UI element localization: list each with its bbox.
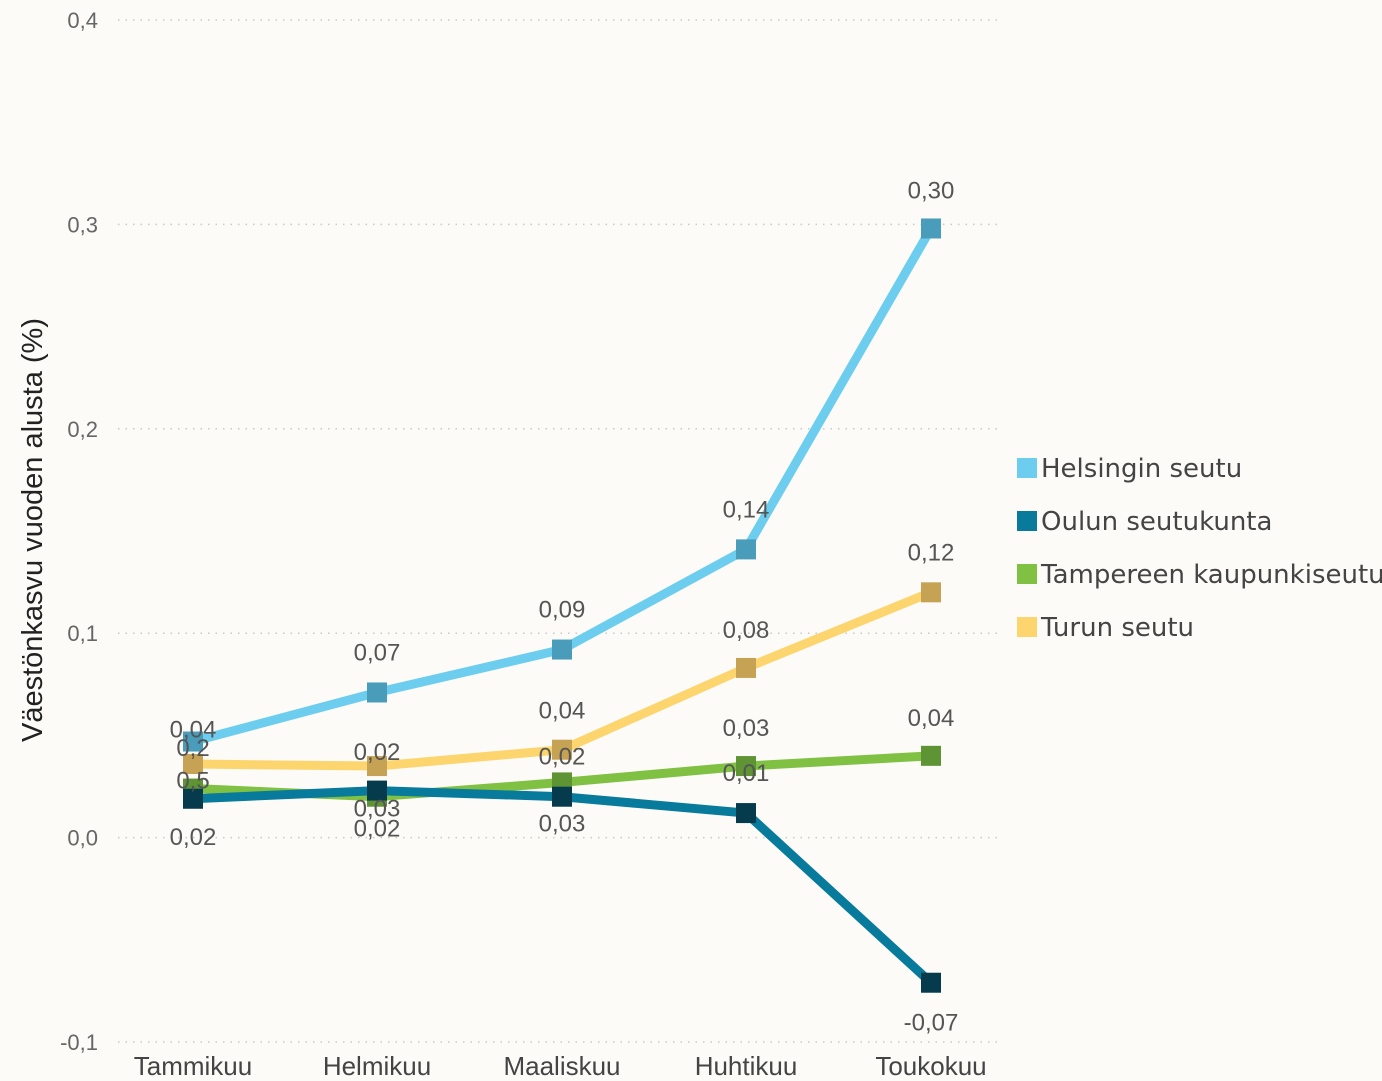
y-tick-label: 0,4	[67, 8, 98, 33]
data-label: 0,02	[170, 824, 217, 851]
y-tick-label: -0,1	[60, 1030, 98, 1055]
data-point-marker	[552, 739, 572, 760]
legend-entry-label: Tampereen kaupunkiseutu	[1040, 560, 1382, 590]
series-markers	[183, 218, 941, 993]
data-point-marker	[367, 756, 387, 777]
y-tick-label: 0,0	[67, 826, 98, 851]
legend-swatch	[1017, 564, 1037, 584]
legend-swatch	[1017, 511, 1037, 531]
data-point-marker	[367, 682, 387, 703]
x-tick-label: Toukokuu	[875, 1051, 986, 1081]
legend-swatch	[1017, 617, 1037, 637]
data-point-marker	[183, 731, 203, 752]
series-line	[191, 226, 935, 746]
data-label: 0,03	[723, 715, 770, 742]
y-axis-ticks: -0,1 0,0 0,1 0,2 0,3 0,4	[60, 8, 98, 1055]
data-label: 0,30	[908, 177, 955, 204]
x-axis-ticks: Tammikuu Helmikuu Maaliskuu Huhtikuu Toukoku…	[134, 1051, 987, 1081]
data-label: 0,04	[539, 698, 586, 725]
legend-entry-label: Turun seutu	[1040, 613, 1194, 643]
data-label: 0,01	[723, 760, 770, 787]
x-tick-label: Helmikuu	[323, 1051, 431, 1081]
x-tick-label: Tammikuu	[134, 1051, 252, 1081]
data-point-marker	[736, 756, 756, 777]
data-point-marker	[552, 786, 572, 807]
data-label: 0,03	[354, 796, 401, 823]
data-point-marker	[736, 657, 756, 678]
data-point-marker	[736, 539, 756, 560]
y-axis-label: Väestönkasvu vuoden alusta (%)	[17, 318, 49, 742]
data-label: 0,5	[176, 768, 209, 795]
data-point-marker	[921, 745, 941, 766]
data-point-marker	[367, 780, 387, 801]
data-point-marker	[921, 218, 941, 239]
data-label: 0,02	[539, 743, 586, 770]
data-point-marker	[183, 754, 203, 775]
legend-entry-label: Helsingin seutu	[1041, 454, 1242, 484]
data-label: 0,12	[908, 539, 955, 566]
data-point-marker	[921, 582, 941, 603]
y-tick-label: 0,3	[67, 212, 98, 237]
y-tick-label: 0,2	[67, 417, 98, 442]
data-point-marker	[921, 972, 941, 993]
data-point-marker	[183, 788, 203, 809]
data-label: -0,07	[904, 1010, 959, 1037]
legend-entry-label: Oulun seutukunta	[1041, 507, 1272, 537]
gridlines	[118, 19, 1000, 1043]
data-labels: 0,040,070,090,140,300,02 0,02 0,030,01-0,0…	[170, 177, 959, 1036]
legend-swatch	[1017, 458, 1037, 478]
data-label: 0,14	[723, 496, 770, 523]
y-tick-label: 0,1	[67, 621, 98, 646]
data-label: 0,02	[354, 816, 401, 843]
data-point-marker	[552, 639, 572, 660]
x-tick-label: Huhtikuu	[695, 1051, 798, 1081]
data-label: 0,04	[170, 717, 217, 744]
data-label: 0,09	[539, 597, 586, 624]
data-point-marker	[736, 803, 756, 824]
data-label: 0,08	[723, 617, 770, 644]
data-label: 0,02	[354, 739, 401, 766]
data-label: 0,2	[176, 735, 209, 762]
legend: Helsingin seutu Oulun seutukunta Tampereen…	[1017, 454, 1382, 643]
data-label: 0,04	[908, 705, 955, 732]
data-label: 0,07	[354, 639, 401, 666]
x-tick-label: Maaliskuu	[503, 1051, 620, 1081]
data-label: 0,03	[539, 811, 586, 838]
